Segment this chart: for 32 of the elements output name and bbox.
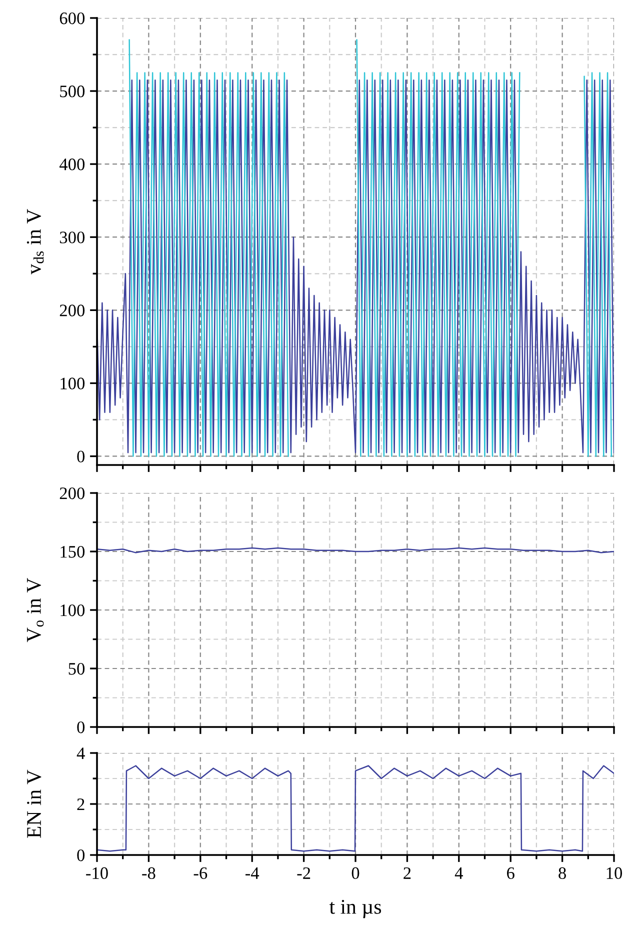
x-tick-label: 10 — [606, 867, 622, 880]
y-axis-title: V$_{o}$ in V — [26, 578, 44, 642]
y-tick-label: 2 — [77, 798, 84, 810]
x-tick-label: -10 — [86, 867, 108, 880]
x-tick-label: 2 — [404, 867, 411, 879]
y-axis-title: v$_{ds}$ in V — [26, 208, 44, 274]
y-tick-label: 500 — [60, 86, 85, 98]
line-series — [97, 765, 614, 852]
line-series — [97, 79, 614, 454]
y-tick-label: 200 — [60, 487, 85, 500]
y-tick-label: 0 — [77, 450, 85, 462]
y-axis-title: EN in V — [27, 770, 42, 838]
y-tick-label: 0 — [77, 849, 85, 862]
y-tick-label: 0 — [77, 721, 85, 734]
x-tick-label: -4 — [246, 867, 260, 879]
y-tick-label: 400 — [59, 158, 85, 170]
x-axis-title: t in µs — [329, 900, 382, 918]
x-tick-label: 0 — [352, 867, 360, 880]
x-tick-label: 4 — [454, 867, 463, 879]
y-tick-label: 100 — [60, 378, 85, 390]
x-tick-label: -8 — [142, 867, 156, 880]
x-tick-label: 8 — [558, 867, 566, 880]
y-tick-label: 150 — [60, 546, 85, 558]
y-tick-label: 4 — [76, 748, 85, 760]
y-tick-label: 100 — [60, 604, 85, 616]
y-tick-label: 200 — [60, 304, 85, 316]
x-tick-label: -2 — [297, 867, 310, 879]
x-tick-label: -6 — [194, 867, 208, 880]
y-tick-label: 300 — [60, 232, 85, 244]
y-tick-label: 50 — [68, 662, 85, 675]
x-tick-label: 6 — [507, 867, 514, 880]
y-tick-label: 600 — [60, 12, 85, 24]
